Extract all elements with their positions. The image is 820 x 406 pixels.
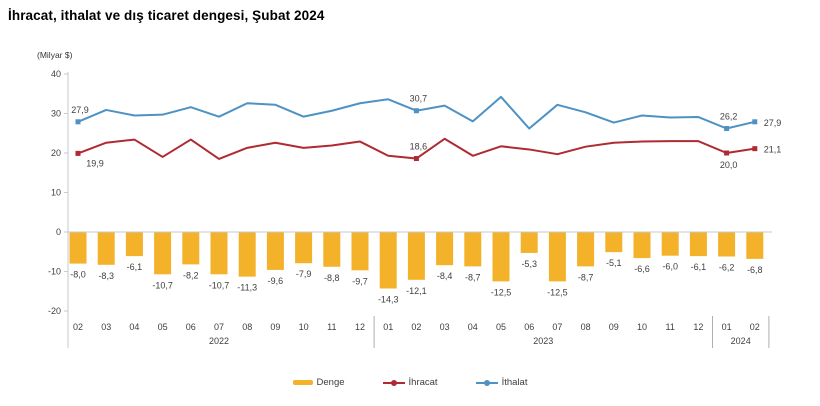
svg-text:09: 09 bbox=[270, 322, 280, 332]
svg-text:06: 06 bbox=[524, 322, 534, 332]
svg-text:03: 03 bbox=[101, 322, 111, 332]
svg-text:08: 08 bbox=[242, 322, 252, 332]
ithalat-line-swatch-icon bbox=[475, 379, 498, 386]
y-axis: 40 30 20 10 0 -10 -20 bbox=[48, 69, 69, 348]
svg-text:-9,6: -9,6 bbox=[268, 276, 284, 286]
svg-text:-8,0: -8,0 bbox=[70, 270, 86, 280]
legend-item-ihracat: İhracat bbox=[382, 377, 438, 388]
svg-text:12: 12 bbox=[355, 322, 365, 332]
svg-text:21,1: 21,1 bbox=[764, 145, 782, 155]
svg-text:-6,8: -6,8 bbox=[747, 265, 763, 275]
svg-text:01: 01 bbox=[722, 322, 732, 332]
svg-text:07: 07 bbox=[552, 322, 562, 332]
svg-text:-8,8: -8,8 bbox=[324, 273, 340, 283]
svg-text:-20: -20 bbox=[48, 306, 61, 316]
svg-text:40: 40 bbox=[51, 69, 61, 79]
svg-text:05: 05 bbox=[496, 322, 506, 332]
ithalat-line: 27,9 30,7 26,2 27,9 bbox=[71, 94, 782, 132]
svg-text:-11,3: -11,3 bbox=[237, 283, 257, 293]
legend-item-ithalat: İthalat bbox=[475, 377, 528, 388]
svg-text:-12,5: -12,5 bbox=[491, 287, 512, 297]
legend: Denge İhracat İthalat bbox=[0, 377, 820, 388]
svg-text:-7,9: -7,9 bbox=[296, 269, 312, 279]
svg-text:2022: 2022 bbox=[209, 336, 229, 346]
svg-text:-12,1: -12,1 bbox=[406, 286, 427, 296]
svg-text:20,0: 20,0 bbox=[720, 160, 738, 170]
svg-text:-8,3: -8,3 bbox=[98, 271, 114, 281]
svg-text:-6,1: -6,1 bbox=[691, 262, 707, 272]
svg-text:-5,3: -5,3 bbox=[521, 259, 537, 269]
year-separators bbox=[373, 316, 770, 348]
svg-text:-12,5: -12,5 bbox=[547, 287, 568, 297]
legend-label-ihracat: İhracat bbox=[408, 377, 438, 388]
chart-title: İhracat, ithalat ve dış ticaret dengesi,… bbox=[8, 8, 325, 23]
svg-text:07: 07 bbox=[214, 322, 224, 332]
svg-text:-10: -10 bbox=[48, 267, 61, 277]
svg-text:30: 30 bbox=[51, 109, 61, 119]
svg-text:02: 02 bbox=[73, 322, 83, 332]
svg-text:19,9: 19,9 bbox=[86, 158, 104, 168]
x-axis-labels: 02 03 04 05 06 07 08 09 10 11 12 01 02 03 04 05 06 07 08 09… bbox=[73, 322, 760, 346]
svg-text:-9,7: -9,7 bbox=[352, 276, 368, 286]
svg-text:12: 12 bbox=[693, 322, 703, 332]
svg-text:11: 11 bbox=[666, 322, 675, 332]
svg-text:-8,4: -8,4 bbox=[437, 271, 453, 281]
ihracat-line-swatch-icon bbox=[382, 379, 405, 386]
svg-text:0: 0 bbox=[56, 227, 61, 237]
svg-text:-8,7: -8,7 bbox=[465, 272, 481, 282]
svg-text:27,9: 27,9 bbox=[71, 105, 89, 115]
svg-text:-6,1: -6,1 bbox=[127, 262, 143, 272]
svg-text:03: 03 bbox=[440, 322, 450, 332]
svg-text:08: 08 bbox=[581, 322, 591, 332]
svg-text:-6,2: -6,2 bbox=[719, 262, 735, 272]
legend-item-denge: Denge bbox=[292, 377, 345, 388]
denge-bar-swatch-icon bbox=[292, 380, 313, 385]
svg-text:01: 01 bbox=[383, 322, 393, 332]
ihracat-line: 19,9 18,6 20,0 21,1 bbox=[75, 137, 782, 170]
svg-text:09: 09 bbox=[609, 322, 619, 332]
svg-text:-6,6: -6,6 bbox=[634, 264, 650, 274]
svg-text:20: 20 bbox=[51, 148, 61, 158]
y-axis-unit-label: (Milyar $) bbox=[37, 50, 73, 60]
svg-text:11: 11 bbox=[327, 322, 336, 332]
denge-bars: -8,0 -8,3 -6,1 -10,7 -8,2 -10,7 -11,3 -9,6 -7,9 -… bbox=[69, 232, 764, 304]
svg-text:2023: 2023 bbox=[533, 336, 553, 346]
svg-text:-8,2: -8,2 bbox=[183, 270, 199, 280]
svg-text:26,2: 26,2 bbox=[720, 112, 738, 122]
svg-text:-6,0: -6,0 bbox=[662, 262, 678, 272]
svg-text:18,6: 18,6 bbox=[410, 142, 428, 152]
legend-label-ithalat: İthalat bbox=[501, 377, 528, 388]
svg-text:-10,7: -10,7 bbox=[152, 280, 173, 290]
svg-text:-14,3: -14,3 bbox=[378, 294, 399, 304]
svg-text:-10,7: -10,7 bbox=[209, 280, 230, 290]
svg-text:04: 04 bbox=[129, 322, 139, 332]
svg-text:-8,7: -8,7 bbox=[578, 272, 594, 282]
svg-text:10: 10 bbox=[637, 322, 647, 332]
svg-text:06: 06 bbox=[186, 322, 196, 332]
legend-label-denge: Denge bbox=[316, 377, 345, 388]
svg-text:02: 02 bbox=[750, 322, 760, 332]
svg-text:02: 02 bbox=[411, 322, 421, 332]
svg-text:05: 05 bbox=[158, 322, 168, 332]
svg-text:10: 10 bbox=[299, 322, 309, 332]
svg-text:04: 04 bbox=[468, 322, 478, 332]
svg-text:-5,1: -5,1 bbox=[606, 258, 622, 268]
svg-text:30,7: 30,7 bbox=[410, 94, 428, 104]
svg-text:27,9: 27,9 bbox=[764, 118, 782, 128]
svg-text:10: 10 bbox=[51, 188, 61, 198]
svg-text:2024: 2024 bbox=[731, 336, 751, 346]
